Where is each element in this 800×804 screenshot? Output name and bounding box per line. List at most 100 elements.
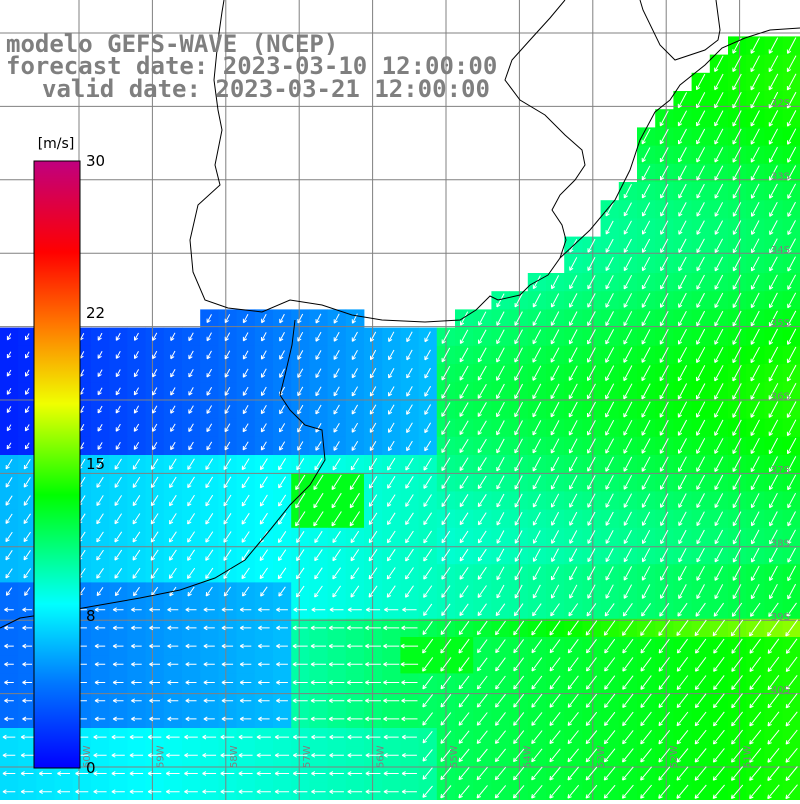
wind-arrow [278,512,287,525]
wind-arrow [152,332,158,341]
wind-arrow [184,771,198,776]
wind-arrow [239,643,252,649]
wind-arrow [586,639,597,654]
wind-arrow [787,583,797,600]
wind-arrow [441,603,451,617]
wind-arrow [20,771,34,776]
wind-arrow [388,367,395,379]
wind-arrow [786,73,797,91]
wind-arrow [57,771,70,776]
wind-arrow [241,531,250,543]
wind-arrow [768,146,778,163]
wind-arrow [605,530,614,544]
wind-arrow [750,602,761,617]
wind-arrow [261,313,267,324]
wind-arrow [769,511,778,527]
wind-arrow [694,748,707,763]
wind-arrow [532,365,542,381]
wind-arrow [406,331,413,343]
wind-arrow [750,474,760,491]
wind-arrow [605,475,614,490]
wind-arrow [677,92,688,109]
wind-arrow [532,584,541,599]
wind-arrow [532,456,542,472]
wind-arrow [514,438,523,454]
wind-arrow [310,698,326,704]
wind-arrow [787,474,797,491]
wind-arrow [695,638,707,654]
wind-arrow [279,423,286,433]
wind-arrow [365,789,381,795]
wind-arrow [714,365,724,382]
wind-arrow [678,256,687,272]
wind-arrow [714,292,724,309]
wind-arrow [459,402,469,417]
wind-arrow [24,442,30,450]
wind-arrow [441,530,451,544]
wind-arrow [96,476,104,488]
wind-arrow [750,456,760,473]
wind-arrow [549,675,561,690]
wind-arrow [296,458,305,471]
wind-arrow [203,698,215,704]
wind-arrow [441,365,451,381]
wind-arrow [551,493,560,508]
wind-arrow [310,643,326,649]
wind-arrow [368,512,378,525]
wind-arrow [203,625,215,631]
wind-arrow [786,37,797,54]
wind-arrow [459,475,469,490]
wind-arrow [641,202,651,217]
wind-arrow [786,401,797,418]
wind-arrow [93,771,107,776]
wind-arrow [623,202,632,217]
wind-arrow [383,734,399,740]
wind-arrow [187,494,195,507]
coastline-east [559,27,800,259]
wind-arrow [732,419,742,436]
wind-arrow [605,584,614,599]
wind-arrow [368,567,378,580]
wind-arrow [329,752,344,758]
wind-arrow [111,752,125,758]
wind-arrow [640,729,652,745]
wind-arrow [459,347,469,363]
wind-arrow [658,657,670,672]
wind-arrow [185,698,197,704]
wind-arrow [641,347,651,363]
wind-arrow [170,332,176,342]
wind-arrow [256,734,271,740]
wind-arrow [568,401,578,418]
wind-arrow [749,711,762,727]
wind-arrow [787,565,797,582]
wind-arrow [768,310,778,327]
wind-arrow [440,785,452,799]
wind-arrow [224,332,231,342]
wind-arrow [239,680,252,685]
wind-arrow [787,238,796,254]
wind-arrow [732,183,742,199]
wind-arrow [441,420,451,435]
wind-arrow [349,492,360,509]
wind-arrow [274,734,290,740]
wind-arrow [640,693,652,708]
wind-arrow [514,293,523,308]
wind-arrow [220,734,235,740]
wind-arrow [586,383,596,400]
wind-arrow [388,386,395,397]
wind-arrow [187,513,196,525]
wind-arrow [331,492,342,509]
wind-arrow [605,511,614,526]
wind-arrow [132,513,141,525]
wind-arrow [368,585,378,598]
wind-arrow [696,310,706,327]
wind-arrow [297,386,304,397]
wind-arrow [365,752,381,758]
wind-arrow [676,638,689,654]
wind-arrow [238,734,253,740]
wind-arrow [167,607,179,613]
wind-arrow [295,511,306,527]
wind-arrow [406,386,413,397]
wind-arrow [696,474,706,490]
wind-arrow [22,680,33,685]
